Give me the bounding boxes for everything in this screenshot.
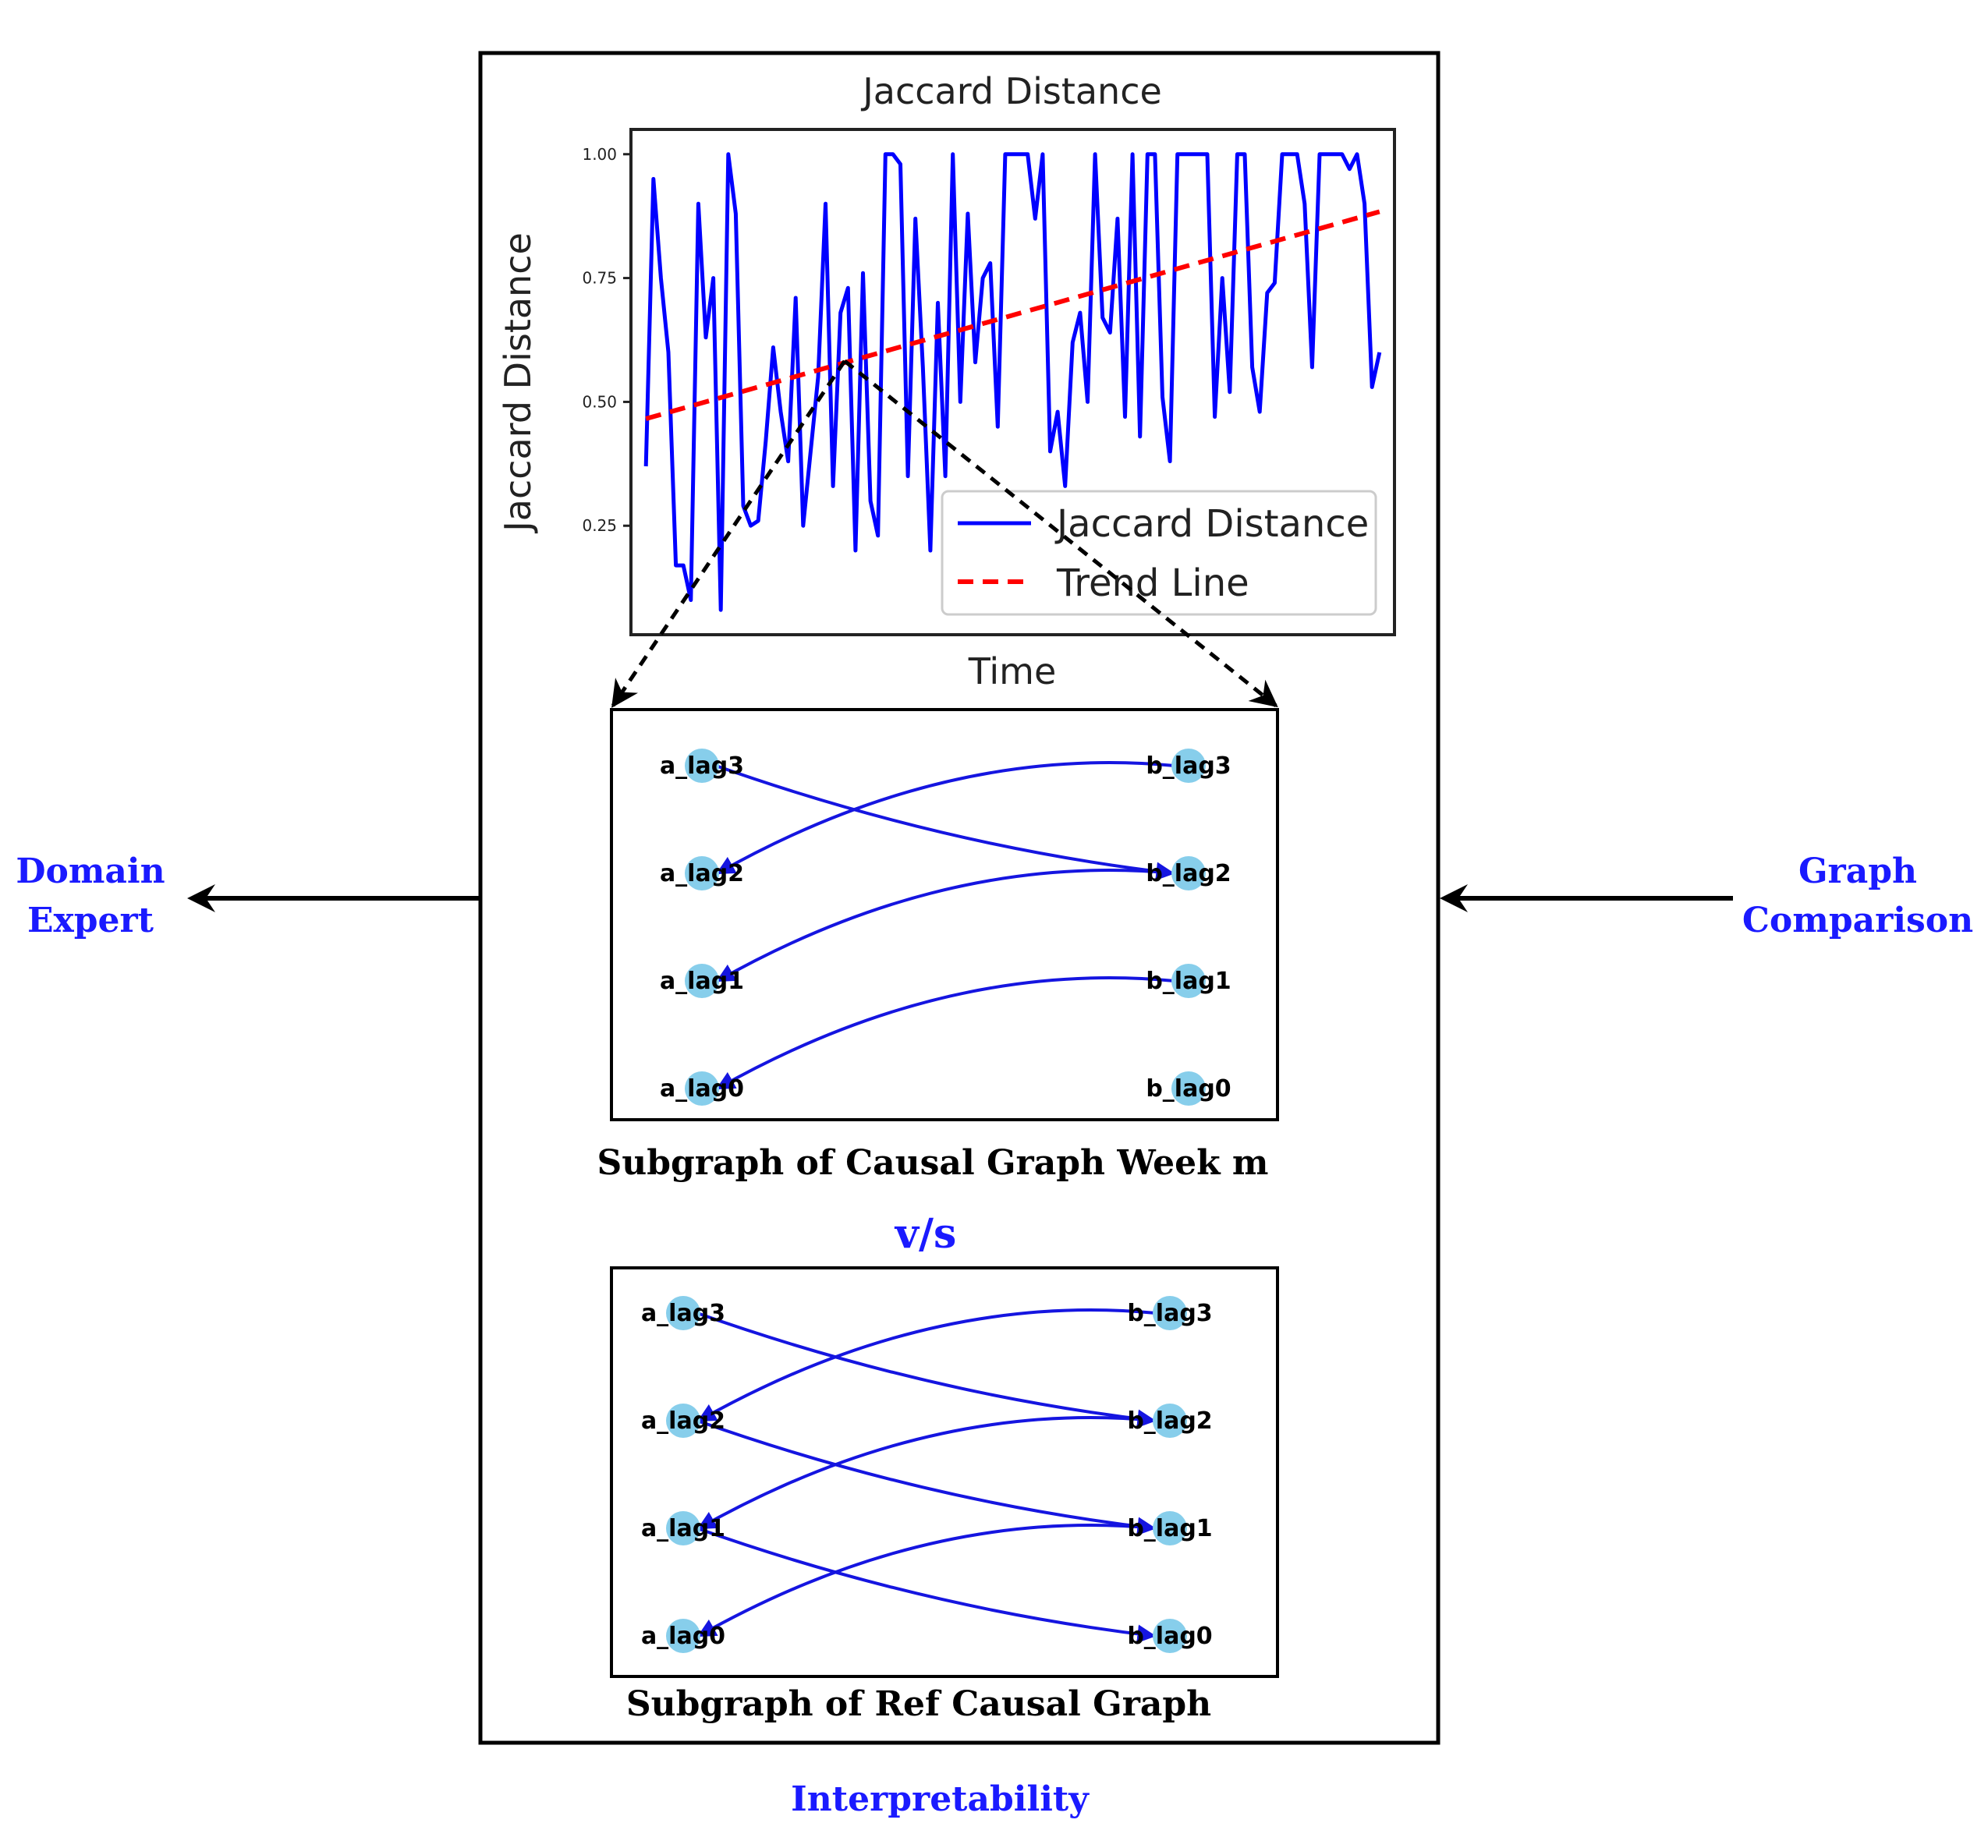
graph-node-label: a_lag0 bbox=[660, 1075, 744, 1103]
graph-node-label: a_lag1 bbox=[641, 1515, 725, 1542]
graph-comparison-label-line1: Graph bbox=[1798, 851, 1917, 891]
domain-expert-label-line2: Expert bbox=[27, 901, 154, 940]
graph-node bbox=[1153, 1619, 1187, 1653]
graph-node-label: b_lag2 bbox=[1127, 1407, 1212, 1435]
graph-node bbox=[666, 1296, 700, 1330]
graph-node-label: a_lag2 bbox=[641, 1407, 725, 1435]
jaccard-chart: Jaccard Distance Time Jaccard Distance 0… bbox=[497, 70, 1396, 692]
graph-node-label: b_lag3 bbox=[1146, 752, 1231, 780]
y-tick-label: 0.25 bbox=[582, 516, 617, 535]
graph-node bbox=[1171, 749, 1206, 783]
graph-edge bbox=[715, 761, 1175, 875]
graph-node-label: b_lag1 bbox=[1127, 1515, 1212, 1542]
versus-label: v/s bbox=[895, 1210, 956, 1258]
interpretability-label: Interpretability bbox=[791, 1779, 1090, 1819]
graph-node bbox=[685, 964, 719, 998]
zoom-arrow-right bbox=[843, 359, 1278, 708]
y-tick-label: 0.75 bbox=[582, 269, 617, 288]
graph-ref: a_lag3 a_lag2 a_lag1 a_lag0 b_lag3 b_lag2 b_la… bbox=[641, 1296, 1213, 1653]
graph-node-label: a_lag3 bbox=[641, 1300, 725, 1327]
plot-area-frame bbox=[629, 128, 1396, 636]
graph-node bbox=[666, 1511, 700, 1545]
series-jaccard-line bbox=[643, 152, 1382, 612]
graph-edge bbox=[696, 1527, 1157, 1644]
graph-node bbox=[666, 1619, 700, 1653]
edge-layer bbox=[696, 1308, 1157, 1644]
graph-week-frame bbox=[610, 708, 1279, 1121]
graph-node-label: a_lag3 bbox=[660, 752, 744, 780]
graph-node bbox=[1153, 1511, 1187, 1545]
graph-edge bbox=[696, 1416, 1157, 1530]
graph-node bbox=[685, 749, 719, 783]
legend-label-trend: Trend Line bbox=[1056, 561, 1249, 605]
zoom-arrow-left bbox=[611, 359, 847, 708]
graph-week: a_lag3 a_lag2 a_lag1 a_lag0 b_lag3 b_lag2 b_la… bbox=[660, 749, 1231, 1106]
graph-node bbox=[666, 1404, 700, 1438]
graph-node-label: b_lag3 bbox=[1127, 1300, 1212, 1327]
graph-node-label: b_lag0 bbox=[1146, 1075, 1231, 1103]
node-layer: a_lag3 a_lag2 a_lag1 a_lag0 b_lag3 b_lag2 b_la… bbox=[641, 1296, 1213, 1653]
graph-ref-frame bbox=[610, 1266, 1279, 1678]
graph-node bbox=[1171, 856, 1206, 890]
graph-node bbox=[685, 856, 719, 890]
chart-ylabel: Jaccard Distance bbox=[497, 232, 539, 534]
chart-title: Jaccard Distance bbox=[860, 70, 1162, 112]
y-tick-label: 1.00 bbox=[582, 145, 617, 164]
series-trend-line bbox=[645, 209, 1380, 421]
graph-node bbox=[1171, 1071, 1206, 1106]
node-layer: a_lag3 a_lag2 a_lag1 a_lag0 b_lag3 b_lag2 b_la… bbox=[660, 749, 1231, 1106]
graph-edge bbox=[715, 869, 1175, 982]
graph-node bbox=[1171, 964, 1206, 998]
graph-node bbox=[1153, 1296, 1187, 1330]
chart-xlabel: Time bbox=[968, 650, 1057, 692]
legend-label-jaccard: Jaccard Distance bbox=[1054, 502, 1369, 546]
chart-legend: Jaccard Distance Trend Line bbox=[941, 490, 1377, 616]
graph-edge bbox=[715, 976, 1175, 1090]
edge-layer bbox=[715, 761, 1175, 1090]
graph-node-label: a_lag1 bbox=[660, 968, 744, 995]
y-tick-label: 0.50 bbox=[582, 392, 617, 411]
domain-expert-label-line1: Domain bbox=[16, 851, 165, 891]
graph-node-label: b_lag0 bbox=[1127, 1623, 1212, 1650]
graph-node bbox=[1153, 1404, 1187, 1438]
graph-comparison-label-line2: Comparison bbox=[1742, 901, 1973, 940]
graph-edge bbox=[715, 764, 1175, 881]
graph-week-caption: Subgraph of Causal Graph Week m bbox=[597, 1143, 1268, 1183]
graph-edge bbox=[696, 1524, 1157, 1637]
graph-node-label: b_lag2 bbox=[1146, 860, 1231, 887]
graph-node-label: a_lag0 bbox=[641, 1623, 725, 1650]
graph-edge bbox=[696, 1312, 1157, 1428]
graph-ref-caption: Subgraph of Ref Causal Graph bbox=[626, 1684, 1211, 1724]
graph-node-label: b_lag1 bbox=[1146, 968, 1231, 995]
graph-node-label: a_lag2 bbox=[660, 860, 744, 887]
graph-node bbox=[685, 1071, 719, 1106]
graph-edge bbox=[696, 1419, 1157, 1536]
graph-edge bbox=[696, 1308, 1157, 1422]
